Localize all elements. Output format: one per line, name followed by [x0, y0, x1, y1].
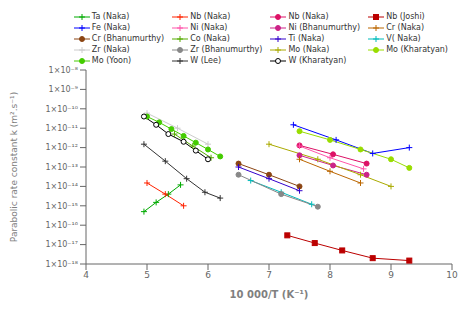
svg-text:1×10⁻⁸: 1×10⁻⁸	[49, 66, 78, 75]
html-text:W (Kharatyan): W (Kharatyan)	[288, 56, 347, 65]
svg-text:9: 9	[388, 270, 394, 280]
html-text:Nb (Naka): Nb (Naka)	[288, 12, 329, 21]
svg-text:1×10⁻¹⁶: 1×10⁻¹⁶	[45, 221, 78, 230]
html-text:Cr (Naka): Cr (Naka)	[386, 23, 425, 32]
html-text:Ti (Naka): Ti (Naka)	[288, 34, 325, 43]
html-text:Mo (Kharatyan): Mo (Kharatyan)	[386, 45, 448, 54]
svg-text:1×10⁻¹³: 1×10⁻¹³	[45, 163, 78, 172]
svg-text:1×10⁻¹⁴: 1×10⁻¹⁴	[45, 182, 78, 191]
html-text:Co (Naka): Co (Naka)	[190, 34, 230, 43]
svg-text:4: 4	[83, 270, 89, 280]
svg-text:1×10⁻¹¹: 1×10⁻¹¹	[45, 124, 78, 133]
svg-text:7: 7	[266, 270, 272, 280]
html-text:Mo (Yoon): Mo (Yoon)	[91, 56, 132, 65]
html-text:Ta (Naka): Ta (Naka)	[91, 12, 130, 21]
html-text:Nb (Joshi): Nb (Joshi)	[386, 12, 425, 21]
html-text:Cr (Bhanumurthy): Cr (Bhanumurthy)	[91, 34, 165, 43]
svg-text:5: 5	[144, 270, 150, 280]
svg-text:10: 10	[446, 270, 458, 280]
html-text:Zr (Bhanumurthy): Zr (Bhanumurthy)	[190, 45, 263, 54]
html-text:Mo (Naka): Mo (Naka)	[288, 45, 330, 54]
svg-text:10 000/T (K⁻¹): 10 000/T (K⁻¹)	[230, 289, 309, 300]
svg-text:1×10⁻¹⁷: 1×10⁻¹⁷	[45, 240, 78, 249]
svg-text:1×10⁻¹⁵: 1×10⁻¹⁵	[45, 202, 78, 211]
html-text:Ni (Naka): Ni (Naka)	[190, 23, 228, 32]
svg-text:1×10⁻¹²: 1×10⁻¹²	[45, 143, 78, 152]
html-text:W (Lee): W (Lee)	[190, 56, 222, 65]
html-text:Ni (Bhanumurthy): Ni (Bhanumurthy)	[288, 23, 361, 32]
svg-text:1×10⁻⁹: 1×10⁻⁹	[49, 85, 78, 94]
html-text:Zr (Naka): Zr (Naka)	[91, 45, 130, 54]
svg-text:6: 6	[205, 270, 211, 280]
svg-text:8: 8	[327, 270, 333, 280]
html-text:Fe (Naka): Fe (Naka)	[91, 23, 130, 32]
html-text:Nb (Naka): Nb (Naka)	[190, 12, 231, 21]
html-text:V( Naka): V( Naka)	[386, 34, 421, 43]
svg-text:1×10⁻¹⁰: 1×10⁻¹⁰	[45, 105, 78, 114]
svg-text:Parabolic rate constant k (m².: Parabolic rate constant k (m².s⁻¹)	[9, 92, 19, 242]
svg-text:1×10⁻¹⁸: 1×10⁻¹⁸	[45, 260, 78, 269]
